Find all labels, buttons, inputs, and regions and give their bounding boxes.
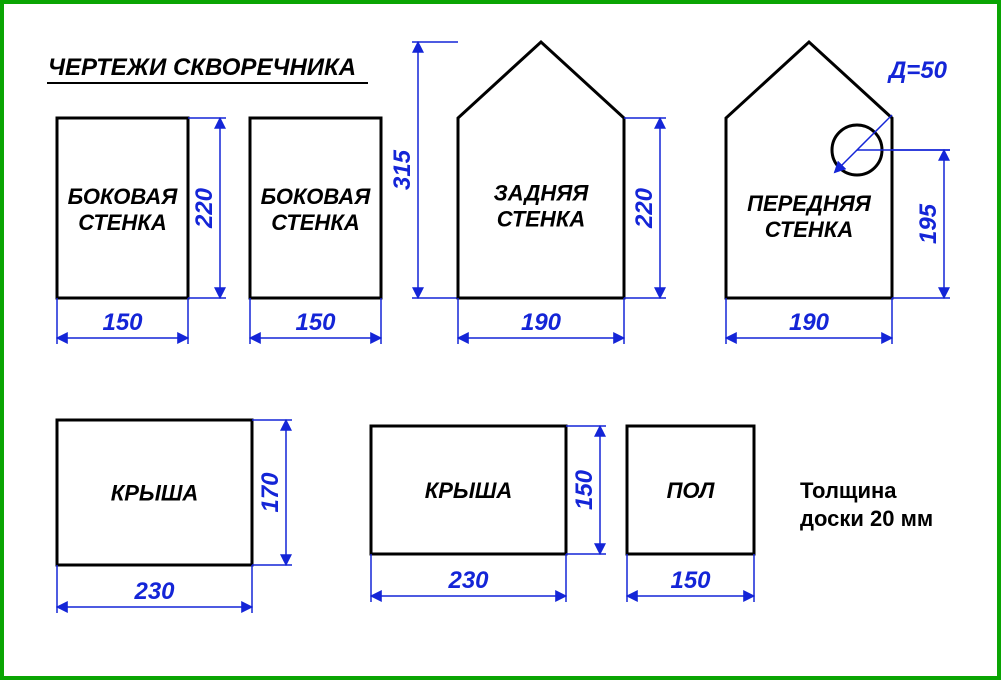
- dim-floor-w-label: 150: [670, 567, 711, 594]
- dim-back-h-label: 315: [389, 149, 416, 190]
- side-wall-2-label: БОКОВАЯ: [261, 184, 372, 209]
- dim-front-hole-h-label: 195: [915, 203, 942, 244]
- dim-roof1-w-label: 230: [133, 578, 175, 605]
- drawing-title: ЧЕРТЕЖИ СКВОРЕЧНИКА: [48, 54, 356, 81]
- back-wall-label: ЗАДНЯЯ: [494, 181, 590, 206]
- front-wall-label: СТЕНКА: [765, 217, 853, 242]
- dim-roof1-h-label: 170: [257, 472, 284, 513]
- roof-2-label: КРЫША: [425, 478, 513, 503]
- back-wall-label: СТЕНКА: [497, 207, 585, 232]
- dim-roof2-w-label: 230: [447, 567, 489, 594]
- dim-hole-dia-label: Д=50: [887, 57, 948, 84]
- floor-label: ПОЛ: [667, 478, 716, 503]
- dim-front-w-label: 190: [789, 309, 830, 336]
- thickness-note: доски 20 мм: [800, 506, 933, 531]
- side-wall-2-label: СТЕНКА: [271, 210, 359, 235]
- dim-side-h-label: 220: [191, 187, 218, 229]
- dim-back-ws-label: 220: [631, 187, 658, 229]
- front-wall-label: ПЕРЕДНЯЯ: [747, 191, 872, 216]
- dim-roof2-h-label: 150: [571, 469, 598, 510]
- dim-side2-w-label: 150: [295, 309, 336, 336]
- side-wall-1-label: СТЕНКА: [78, 210, 166, 235]
- roof-1-label: КРЫША: [111, 481, 199, 506]
- dim-back-w-label: 190: [521, 309, 562, 336]
- thickness-note: Толщина: [800, 478, 897, 503]
- drawing-border: [2, 2, 999, 678]
- dim-side1-w-label: 150: [102, 309, 143, 336]
- side-wall-1-label: БОКОВАЯ: [68, 184, 179, 209]
